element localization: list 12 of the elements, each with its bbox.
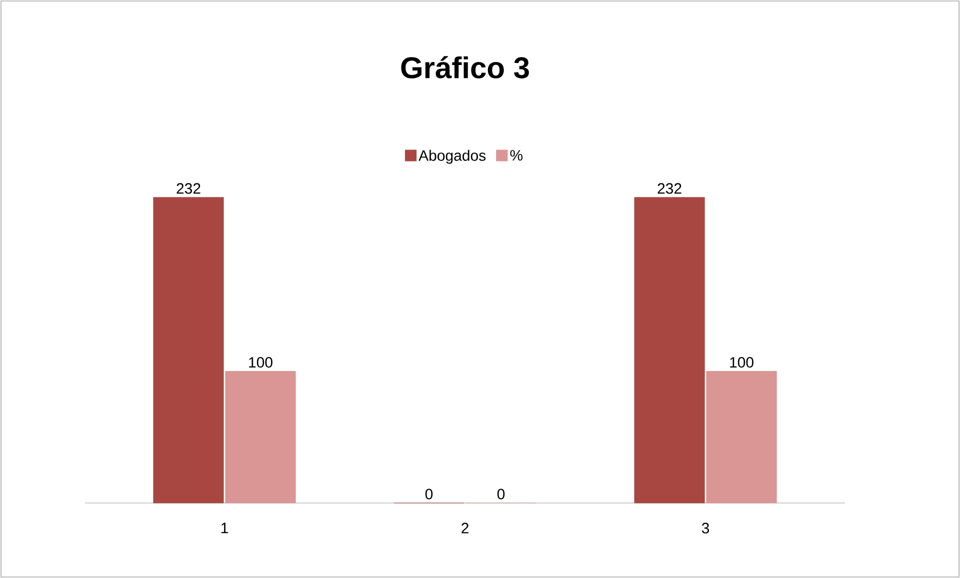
data-label: 232 xyxy=(176,183,200,194)
legend-label: % xyxy=(510,150,523,161)
data-label: 100 xyxy=(730,357,754,368)
x-tick-label: 3 xyxy=(702,522,710,534)
legend-label: Abogados xyxy=(418,150,486,164)
x-tick-label: 1 xyxy=(221,522,228,534)
x-tick-label: 2 xyxy=(462,522,468,534)
chart-title: Gráfico 3 xyxy=(401,56,529,78)
data-label: 0 xyxy=(497,488,505,500)
data-label: 232 xyxy=(658,183,682,194)
data-label: 100 xyxy=(249,357,272,368)
data-label: 0 xyxy=(425,488,433,500)
